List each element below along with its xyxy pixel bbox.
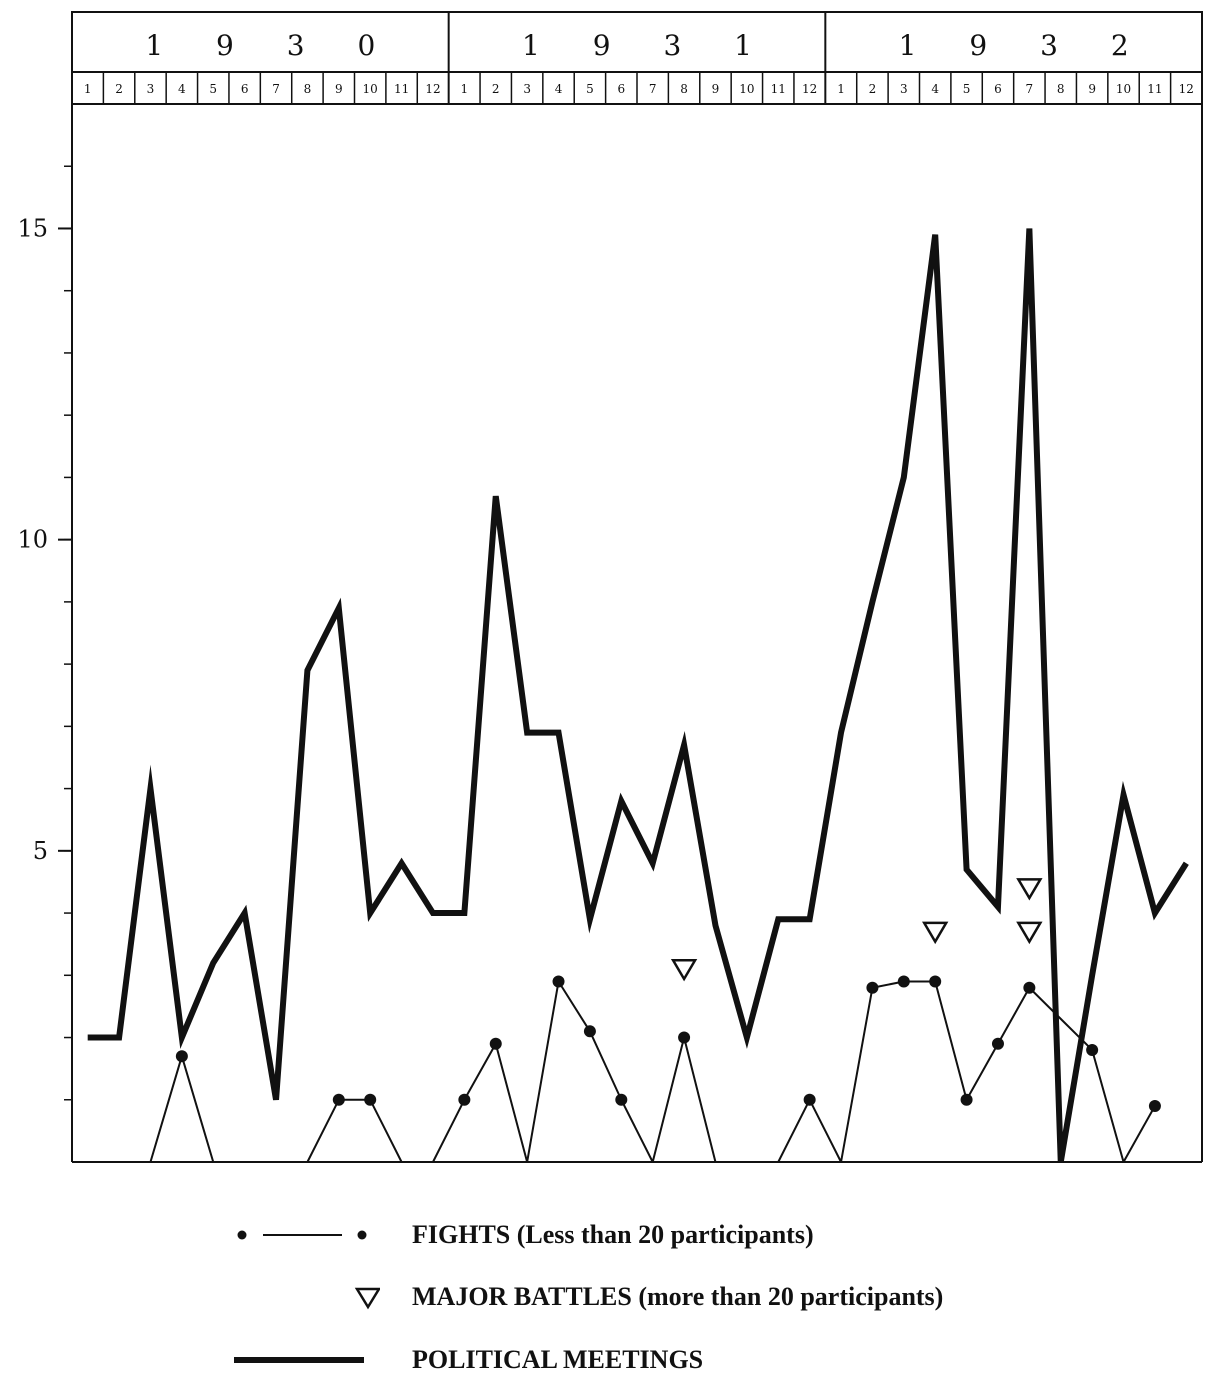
fights-point <box>332 1093 345 1106</box>
month-label: 3 <box>147 82 155 96</box>
legend-item-fights: FIGHTS (Less than 20 participants) <box>230 1210 814 1260</box>
fights-point <box>175 1050 188 1063</box>
month-label: 9 <box>1088 82 1096 96</box>
month-label: 10 <box>363 82 378 96</box>
month-label: 7 <box>1026 82 1034 96</box>
month-label: 11 <box>771 82 786 96</box>
battle-marker <box>922 921 949 945</box>
battle-marker <box>670 959 698 982</box>
legend-meetings-symbol <box>234 1357 364 1363</box>
fights-point <box>552 975 565 988</box>
fights-point <box>678 1031 691 1044</box>
month-label: 5 <box>586 82 594 96</box>
month-label: 9 <box>335 82 343 96</box>
month-label: 5 <box>209 82 217 96</box>
fights-point <box>991 1037 1004 1050</box>
legend-item-battles: MAJOR BATTLES (more than 20 participants… <box>230 1272 943 1322</box>
month-label: 4 <box>555 82 563 96</box>
fights-point <box>960 1093 973 1106</box>
month-label: 4 <box>178 82 186 96</box>
month-label: 10 <box>1116 82 1131 96</box>
month-label: 11 <box>394 82 409 96</box>
month-label: 7 <box>272 82 280 96</box>
month-label: 11 <box>1147 82 1162 96</box>
legend-battles-label: MAJOR BATTLES (more than 20 participants… <box>412 1282 944 1311</box>
fights-point <box>1148 1099 1161 1112</box>
month-label: 3 <box>900 82 908 96</box>
timeline-header: 1 9 3 01 2 3 4 5 6 7 8 9 10 11 121 9 3 11 2 3 4 5 6 7 8 9 10… <box>71 11 1203 105</box>
month-label: 12 <box>1179 82 1194 96</box>
fights-point <box>615 1093 628 1106</box>
year-label: 1 9 3 1 <box>522 29 774 62</box>
month-label: 12 <box>802 82 817 96</box>
month-label: 10 <box>739 82 754 96</box>
fights-point <box>1023 981 1036 994</box>
fights-line <box>87 980 1156 1163</box>
month-label: 6 <box>241 82 249 96</box>
fights-point <box>1086 1043 1099 1056</box>
fights-point <box>866 981 879 994</box>
legend-fights-label: FIGHTS (Less than 20 participants) <box>412 1220 814 1249</box>
fights-point <box>489 1037 502 1050</box>
fights-point <box>897 975 910 988</box>
year-label: 1 9 3 0 <box>145 29 397 62</box>
month-label: 1 <box>837 82 845 96</box>
month-label: 6 <box>994 82 1002 96</box>
month-label: 7 <box>649 82 657 96</box>
month-label: 3 <box>523 82 531 96</box>
chart-canvas: 1 9 3 01 2 3 4 5 6 7 8 9 10 11 121 9 3 11 2 3 4 5 6 7 8 9 10… <box>17 11 1203 1163</box>
legend-meetings-label: POLITICAL MEETINGS <box>412 1345 704 1374</box>
month-label: 8 <box>1057 82 1065 96</box>
month-label: 2 <box>869 82 877 96</box>
plot-area <box>87 228 1189 1163</box>
month-label: 9 <box>712 82 720 96</box>
month-label: 1 <box>84 82 92 96</box>
fights-point <box>364 1093 377 1106</box>
fights-point <box>803 1093 816 1106</box>
month-label: 5 <box>963 82 971 96</box>
month-label: 2 <box>492 82 500 96</box>
battle-marker <box>1016 921 1043 945</box>
y-tick-label: 5 <box>33 837 48 865</box>
month-label: 8 <box>304 82 312 96</box>
meetings-line <box>87 228 1189 1163</box>
month-label: 12 <box>425 82 440 96</box>
legend-battles-symbol <box>354 1287 380 1310</box>
month-label: 1 <box>461 82 469 96</box>
legend-fights-symbol <box>237 1230 367 1240</box>
battle-marker <box>1016 878 1043 901</box>
y-tick-label: 10 <box>17 526 48 554</box>
month-label: 6 <box>617 82 625 96</box>
fights-point <box>583 1025 596 1038</box>
month-label: 2 <box>115 82 123 96</box>
month-label: 4 <box>931 82 939 96</box>
legend-item-meetings: POLITICAL MEETINGS <box>230 1335 703 1385</box>
fights-point <box>458 1093 471 1106</box>
year-label: 1 9 3 2 <box>899 29 1151 62</box>
month-label: 8 <box>680 82 688 96</box>
y-tick-label: 15 <box>17 214 48 242</box>
fights-point <box>929 975 942 988</box>
